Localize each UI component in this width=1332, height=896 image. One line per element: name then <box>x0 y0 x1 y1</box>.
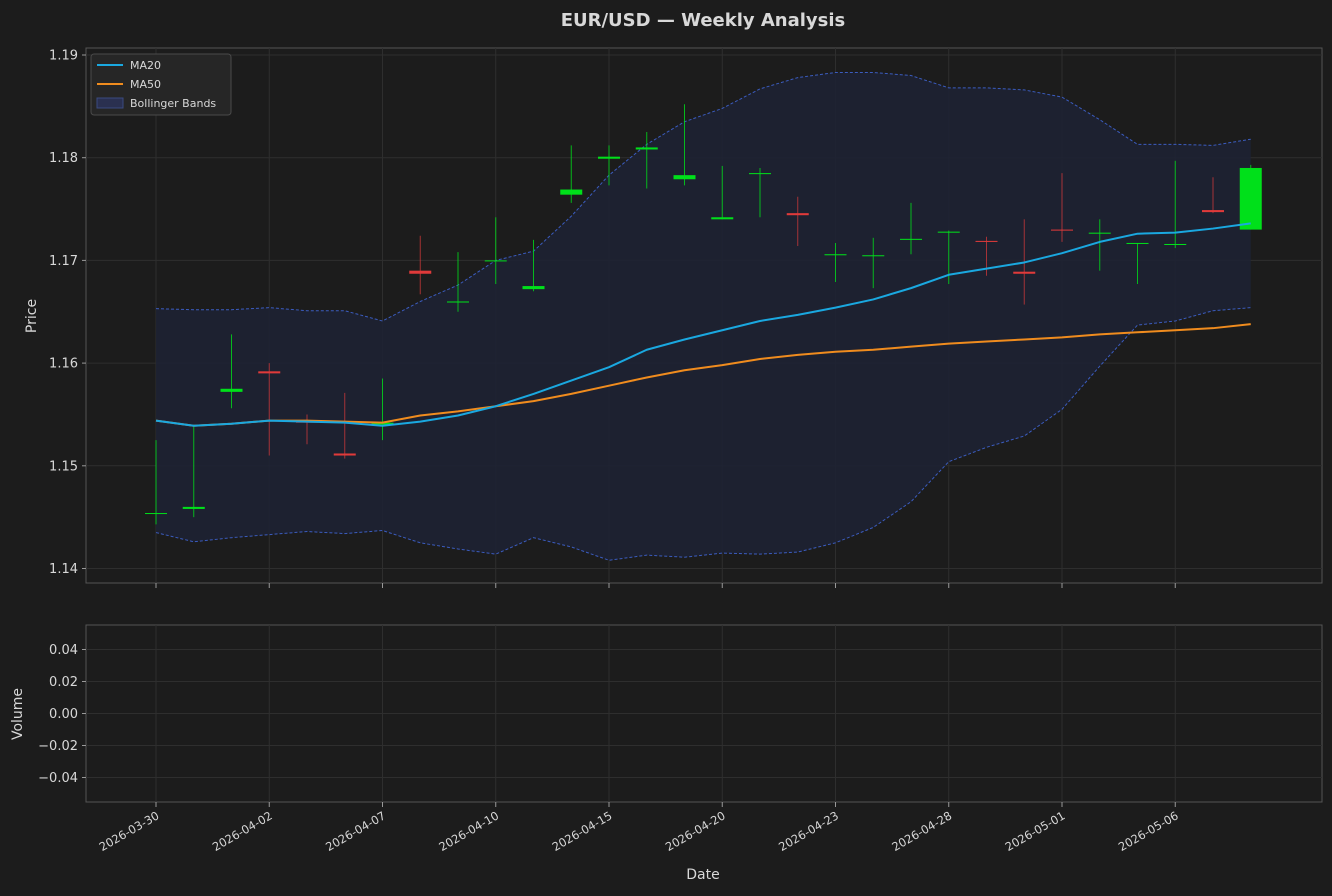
candle <box>1126 242 1149 285</box>
volume-y-tick-label: −0.04 <box>38 771 78 786</box>
candle <box>447 252 469 312</box>
candle <box>1088 219 1111 271</box>
volume-y-tick-label: 0.00 <box>49 707 78 722</box>
candle <box>522 239 545 292</box>
bollinger-upper-line <box>155 71 1251 322</box>
candle <box>145 440 167 525</box>
volume-y-label: Volume <box>10 688 26 740</box>
candle <box>220 334 243 409</box>
candle <box>635 132 658 189</box>
candle-body <box>1013 271 1036 274</box>
candle-body <box>258 371 281 374</box>
legend-box <box>90 53 232 116</box>
candle-body <box>673 175 696 180</box>
candle <box>1239 164 1262 230</box>
volume-y-tick-label: 0.04 <box>49 643 78 658</box>
candle-body <box>1239 167 1262 230</box>
candle-body <box>484 260 507 262</box>
candle-body <box>182 506 205 509</box>
candle-body <box>1164 243 1187 245</box>
candles <box>145 104 1262 525</box>
price-y-label: Price <box>24 299 40 333</box>
moving-averages <box>155 222 1251 427</box>
bollinger-bands <box>155 71 1251 561</box>
candle-body <box>145 513 167 515</box>
bollinger-band-fill <box>156 72 1251 561</box>
candle-body <box>1088 232 1111 234</box>
candle <box>673 104 696 186</box>
legend-label-bollinger: Bollinger Bands <box>130 97 216 110</box>
price-y-tick-label: 1.18 <box>49 151 78 166</box>
candle <box>258 363 281 456</box>
candle <box>862 237 885 289</box>
candle <box>786 196 809 247</box>
x-axis-label: Date <box>686 867 719 883</box>
candle-body <box>824 254 847 256</box>
candle <box>333 392 356 459</box>
candle-body <box>749 173 771 175</box>
candle-body <box>975 240 998 242</box>
candle <box>824 242 847 282</box>
volume-y-ticks: 0.04 0.02 0.00 −0.02 −0.04 <box>38 643 86 786</box>
candle-body <box>560 189 583 195</box>
candle <box>371 378 394 441</box>
legend-label-ma20: MA20 <box>130 59 161 72</box>
candle-body <box>862 255 885 257</box>
candle-body <box>447 301 469 303</box>
ma20-line <box>155 222 1251 427</box>
candle <box>560 145 583 203</box>
candle <box>1051 173 1073 242</box>
candle <box>711 165 734 220</box>
candle <box>484 217 507 285</box>
candle-body <box>1051 229 1073 231</box>
price-panel: 1.14 1.15 1.16 1.17 1.18 1.19 Price MA20 MA50… <box>24 47 1323 584</box>
volume-y-tick-label: −0.02 <box>38 739 78 754</box>
volume-panel: 0.04 0.02 0.00 −0.02 −0.04 Volume <box>10 624 1323 803</box>
candle-body <box>900 238 922 240</box>
price-y-tick-label: 1.19 <box>49 49 78 64</box>
legend-label-ma50: MA50 <box>130 78 161 91</box>
candle-body <box>937 231 960 233</box>
price-y-ticks: 1.14 1.15 1.16 1.17 1.18 1.19 <box>49 49 86 577</box>
price-y-tick-label: 1.16 <box>49 357 78 372</box>
candle-body <box>1126 242 1149 244</box>
candle-body <box>409 270 432 274</box>
candle-body <box>220 388 243 392</box>
candle-body <box>371 422 394 425</box>
price-y-tick-label: 1.14 <box>49 562 78 577</box>
candle-body <box>333 453 356 456</box>
legend: MA20 MA50 Bollinger Bands <box>90 53 232 116</box>
chart-title: EUR/USD — Weekly Analysis <box>561 10 846 31</box>
candle <box>409 235 432 295</box>
candle-body <box>522 286 545 290</box>
candle-body <box>786 213 809 216</box>
candle-body <box>1202 210 1224 213</box>
candle <box>1202 177 1224 214</box>
legend-swatch-bollinger <box>96 97 124 109</box>
candle-body <box>635 147 658 150</box>
candle-body <box>711 217 734 220</box>
price-y-tick-label: 1.17 <box>49 254 78 269</box>
volume-grid <box>86 625 1322 802</box>
volume-y-tick-label: 0.02 <box>49 675 78 690</box>
candle <box>749 167 771 218</box>
price-y-tick-label: 1.15 <box>49 459 78 474</box>
candle-body <box>598 156 620 159</box>
candle <box>182 426 205 518</box>
candle <box>900 202 922 255</box>
candle <box>598 145 620 186</box>
ma50-line <box>155 323 1251 427</box>
